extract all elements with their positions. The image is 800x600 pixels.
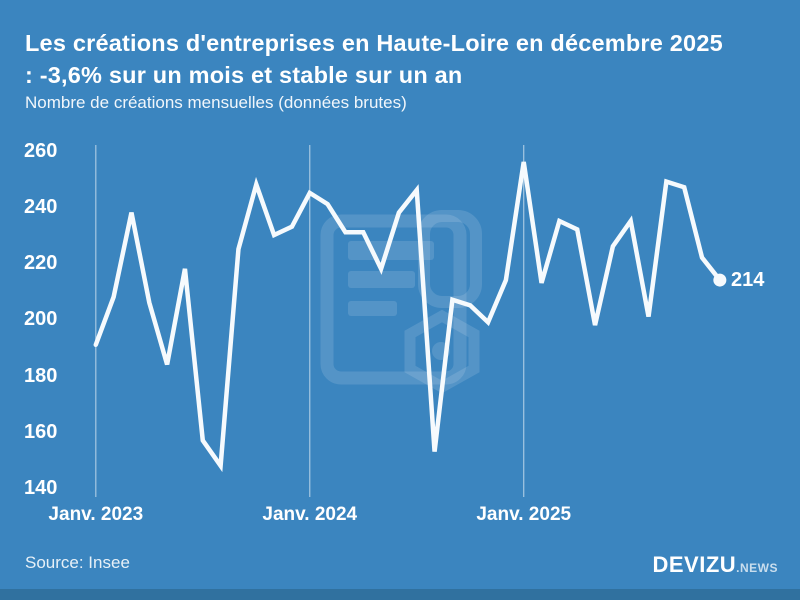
title-line-1: Les créations d'entreprises en Haute-Loi… — [25, 30, 723, 56]
y-axis-label-200: 200 — [24, 308, 58, 331]
y-axis-label-180: 180 — [24, 364, 58, 387]
y-axis-label-220: 220 — [24, 252, 58, 275]
y-axis-label-140: 140 — [24, 477, 58, 500]
y-axis-label-240: 240 — [24, 195, 58, 218]
chart-subtitle: Nombre de créations mensuelles (données … — [25, 93, 407, 112]
x-axis-label-janv-2025: Janv. 2025 — [476, 504, 572, 525]
brand-name: DEVIZU — [652, 552, 737, 577]
x-axis-label-janv-2023: Janv. 2023 — [48, 504, 144, 525]
last-point-marker — [713, 273, 727, 287]
series-line — [93, 161, 723, 473]
y-axis-label-260: 260 — [24, 139, 58, 162]
last-value-label: 214 — [731, 269, 765, 291]
y-axis-label-160: 160 — [24, 420, 58, 443]
source-credit: Source: Insee — [25, 553, 130, 572]
brand-logo: DEVIZU.NEWS — [652, 552, 778, 578]
bottom-accent-bar — [0, 589, 800, 600]
title-line-2: : -3,6% sur un mois et stable sur un an — [25, 62, 463, 88]
x-axis-label-janv-2024: Janv. 2024 — [262, 504, 358, 525]
brand-suffix: .NEWS — [736, 561, 778, 575]
page-title: Les créations d'entreprises en Haute-Loi… — [25, 27, 780, 91]
